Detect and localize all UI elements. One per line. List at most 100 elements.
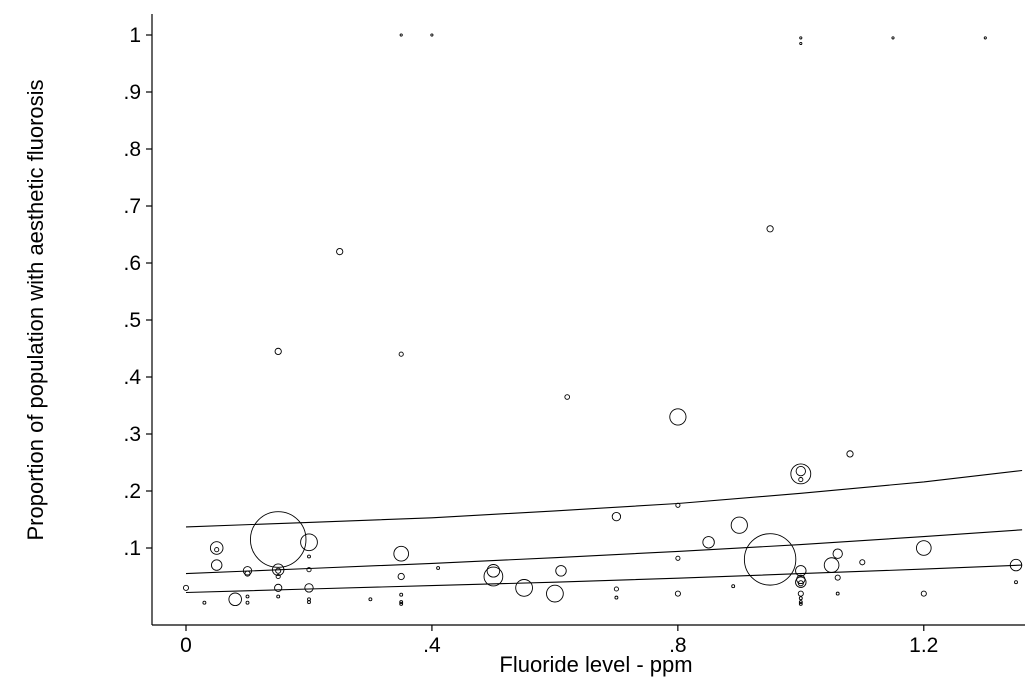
data-point — [210, 559, 223, 571]
data-point — [766, 225, 774, 233]
data-point — [799, 36, 803, 40]
data-point — [674, 590, 681, 597]
data-point — [274, 583, 283, 592]
data-point — [798, 596, 803, 601]
data-point — [675, 502, 681, 508]
data-point — [336, 248, 344, 256]
data-point — [249, 511, 307, 568]
y-tick-label: .6 — [123, 252, 141, 275]
data-point — [611, 511, 622, 522]
y-axis-ticks: .1 .2 .3 .4 .5 .6 .7 .8 .9 1 — [123, 24, 152, 560]
fitted-line — [185, 529, 1023, 575]
x-tick-label: .4 — [423, 634, 441, 657]
data-point — [209, 541, 224, 555]
y-tick-label: .5 — [123, 309, 141, 332]
y-tick-label: .4 — [123, 366, 141, 389]
data-point — [306, 567, 312, 573]
data-point — [393, 545, 410, 562]
data-point — [272, 563, 285, 576]
data-point — [983, 36, 987, 40]
data-point — [798, 601, 803, 606]
y-tick-label: .3 — [123, 423, 141, 446]
data-point — [834, 574, 841, 581]
data-point — [275, 573, 281, 580]
data-point — [274, 347, 282, 356]
data-point — [398, 351, 404, 357]
data-point — [214, 547, 220, 553]
data-point — [846, 450, 854, 458]
data-point — [275, 567, 282, 574]
data-point — [859, 559, 866, 566]
data-point — [182, 584, 190, 591]
data-point — [307, 554, 311, 559]
fitted-lines — [185, 469, 1023, 594]
data-point — [397, 572, 405, 581]
data-point — [436, 566, 441, 570]
y-tick-label: .7 — [123, 195, 141, 218]
data-point — [675, 555, 681, 561]
x-tick-label: .8 — [669, 634, 687, 657]
data-point — [669, 408, 687, 426]
data-point — [483, 566, 504, 587]
data-point — [799, 41, 803, 46]
data-point — [891, 36, 895, 40]
data-point — [702, 536, 715, 549]
data-point — [555, 565, 567, 577]
data-point — [835, 591, 840, 596]
data-point — [245, 594, 250, 599]
data-point — [515, 579, 533, 597]
data-point — [1009, 558, 1023, 572]
plot-area — [182, 33, 1023, 607]
data-point — [920, 590, 927, 597]
data-point — [613, 586, 619, 592]
data-point — [546, 584, 564, 603]
data-point — [823, 557, 840, 573]
data-point — [307, 600, 311, 605]
data-point — [245, 600, 250, 605]
y-tick-label: .2 — [123, 480, 141, 503]
fitted-line — [185, 469, 1023, 528]
data-point — [399, 601, 404, 606]
data-point — [244, 570, 251, 577]
x-tick-label: 1.2 — [909, 634, 938, 657]
fitted-line — [185, 564, 1023, 594]
x-tick-label: 0 — [180, 634, 192, 657]
y-tick-label: .1 — [123, 537, 141, 560]
data-point — [399, 33, 403, 37]
y-tick-label: .9 — [123, 81, 141, 104]
data-point — [304, 583, 314, 593]
data-point — [430, 33, 434, 37]
data-point — [797, 580, 804, 587]
y-axis-title: Proportion of population with aesthetic … — [23, 79, 48, 540]
x-axis-ticks: 0 .4 .8 1.2 — [180, 625, 938, 657]
data-point — [743, 533, 797, 586]
data-point — [797, 590, 804, 597]
data-point — [399, 592, 404, 597]
data-point — [564, 394, 571, 400]
data-point — [228, 592, 242, 607]
data-point — [399, 600, 404, 605]
data-point — [790, 463, 812, 485]
data-point — [798, 477, 804, 483]
data-point — [795, 465, 806, 477]
data-point — [300, 533, 318, 552]
y-tick-label: .8 — [123, 138, 141, 161]
data-point — [795, 576, 807, 588]
data-point — [731, 584, 736, 589]
data-point — [276, 594, 281, 599]
data-point — [832, 548, 843, 559]
data-point — [730, 516, 748, 534]
data-point — [795, 565, 807, 577]
data-point — [916, 540, 932, 556]
data-point — [486, 564, 501, 578]
data-points — [182, 33, 1023, 607]
data-point — [202, 600, 207, 605]
data-point — [368, 597, 373, 602]
data-point — [798, 600, 803, 605]
data-point — [1014, 580, 1018, 585]
y-tick-label: 1 — [129, 24, 141, 47]
data-point — [242, 566, 253, 576]
data-point — [614, 595, 619, 600]
x-axis-title: Fluoride level - ppm — [499, 652, 692, 677]
